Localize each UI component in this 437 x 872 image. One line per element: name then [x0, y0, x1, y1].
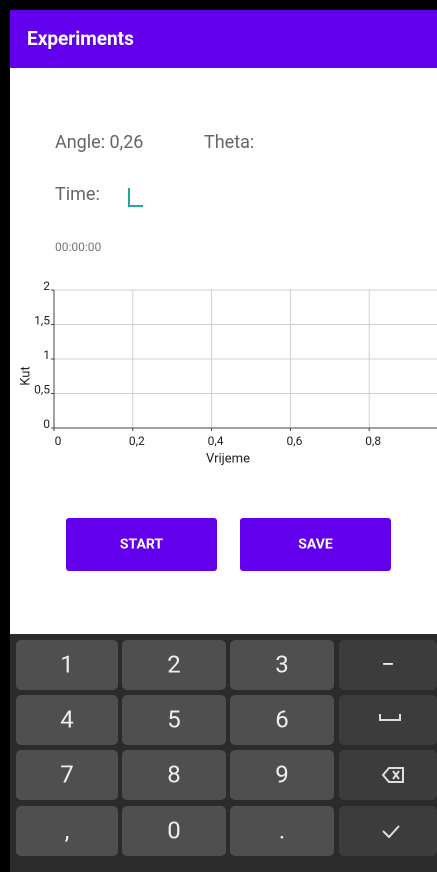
space-glyph [379, 714, 401, 721]
app-title: Experiments [27, 27, 134, 50]
y-tick-label: 2 [43, 279, 50, 293]
key-label: 6 [275, 705, 289, 733]
theta-label: Theta: [204, 132, 254, 153]
key[interactable] [122, 640, 226, 690]
key-label: , [65, 816, 70, 844]
backspace-glyph [381, 767, 404, 783]
key-label: 9 [275, 760, 289, 788]
y-tick-label: 1 [43, 348, 50, 362]
x-tick-label: 0,2 [129, 434, 145, 448]
save-button-label: SAVE [298, 537, 333, 553]
x-axis-label: Vrijeme [206, 451, 250, 466]
key[interactable] [230, 806, 334, 856]
key[interactable] [122, 806, 226, 856]
key[interactable] [16, 695, 118, 745]
key[interactable] [230, 695, 334, 745]
key[interactable] [16, 806, 118, 856]
x-tick-label: 0,4 [208, 434, 224, 448]
key-label: 5 [167, 705, 181, 733]
space-icon [379, 714, 401, 721]
key[interactable] [339, 750, 437, 800]
x-tick-label: 0 [55, 434, 62, 448]
key-label: 1 [60, 650, 74, 678]
key[interactable] [339, 640, 437, 690]
start-button[interactable] [66, 518, 217, 571]
backspace-x2 [392, 770, 400, 780]
key-label: . [279, 816, 285, 844]
key[interactable] [230, 640, 334, 690]
backspace-icon [381, 767, 404, 783]
key-label: 3 [275, 650, 289, 678]
key[interactable] [339, 806, 437, 856]
key-label: 0 [167, 816, 181, 844]
y-tick-label: 0 [43, 417, 50, 431]
key[interactable] [16, 640, 118, 690]
start-button-label: START [120, 537, 164, 553]
y-tick-label: 1,5 [34, 314, 50, 328]
x-tick-label: 0,6 [286, 434, 302, 448]
time-label: Time: [55, 184, 100, 205]
angle-label: Angle: 0,26 [55, 132, 143, 153]
chart: 0 0,5 1 1,5 2 0 0,2 0,4 0,6 0,8 Vrijeme Kut [18, 279, 437, 466]
key[interactable] [122, 750, 226, 800]
key[interactable] [122, 695, 226, 745]
key-label: − [381, 650, 395, 678]
key[interactable] [16, 750, 118, 800]
save-button[interactable] [240, 518, 391, 571]
keys: 1 2 3 − 4 5 6 7 8 9, 0. [16, 640, 437, 856]
key[interactable] [230, 750, 334, 800]
x-tick-label: 0,8 [365, 434, 381, 448]
key-label: 7 [60, 760, 74, 788]
key-label: 2 [167, 650, 181, 678]
done-icon [382, 825, 400, 839]
y-axis-label: Kut [18, 366, 33, 385]
timer: 00:00:00 [55, 240, 102, 254]
time-input[interactable] [128, 188, 143, 207]
key-label: 8 [167, 760, 181, 788]
y-tick-label: 0,5 [34, 383, 50, 397]
app-bar [10, 10, 437, 68]
key-label: 4 [60, 705, 74, 733]
